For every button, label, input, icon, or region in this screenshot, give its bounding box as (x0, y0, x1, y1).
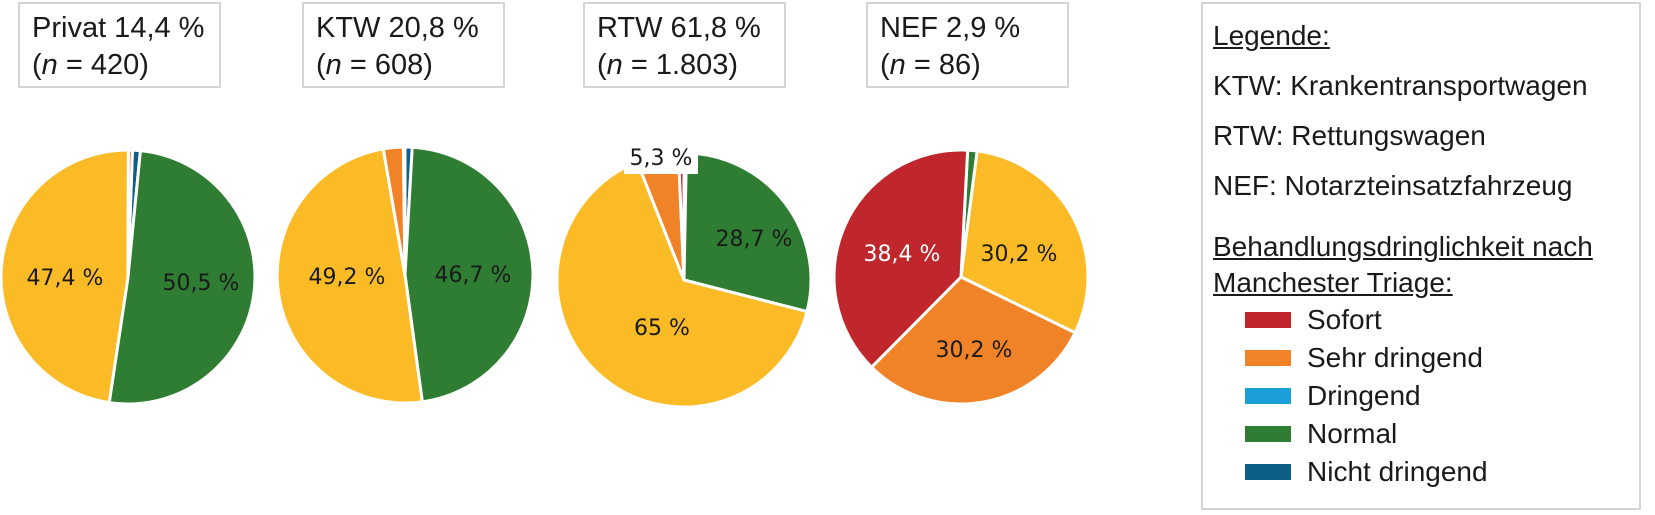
header-nef: NEF 2,9 % (n = 86) (866, 2, 1069, 88)
header-label: KTW 20,8 % (316, 12, 479, 44)
legend-title: Legende: (1213, 20, 1330, 51)
pie-chart: 28,7 % 65 % 5,3 % (555, 140, 813, 409)
header-count: (n = 608) (316, 49, 433, 81)
legend-abbrev-rtw: RTW: Rettungswagen (1213, 120, 1486, 151)
pie-slice (403, 145, 535, 404)
pie-chart: 46,7 % 49,2 % (275, 145, 535, 405)
legend-swatch (1245, 426, 1291, 442)
data-label: 46,7 % (435, 263, 512, 288)
data-label: 50,5 % (163, 271, 240, 296)
pie-slice (832, 148, 970, 370)
data-label: 30,2 % (981, 242, 1058, 267)
legend-item-nicht-dringend: Nicht dringend (1213, 453, 1639, 491)
data-label: 49,2 % (309, 265, 386, 290)
legend-swatch (1245, 350, 1291, 366)
legend: Legende: KTW: Krankentransportwagen RTW:… (1201, 2, 1641, 510)
header-ktw: KTW 20,8 % (n = 608) (302, 2, 505, 88)
header-privat: Privat 14,4 % (n = 420) (18, 2, 221, 88)
legend-triage-title: Behandlungsdringlichkeit nach Manchester… (1213, 231, 1593, 298)
pie-chart: 50,5 % 47,4 % (0, 148, 257, 406)
legend-abbrev-nef: NEF: Notarzteinsatzfahrzeug (1213, 170, 1573, 201)
header-count: (n = 1.803) (597, 49, 739, 81)
data-label: 47,4 % (27, 266, 104, 291)
header-rtw: RTW 61,8 % (n = 1.803) (583, 2, 786, 88)
data-label-background (624, 140, 698, 174)
data-label: 30,2 % (936, 338, 1013, 363)
pie-slice (126, 148, 134, 278)
legend-item-sofort: Sofort (1213, 301, 1639, 339)
header-count: (n = 86) (880, 49, 981, 81)
legend-swatch (1245, 312, 1291, 328)
header-label: RTW 61,8 % (597, 12, 761, 44)
header-label: NEF 2,9 % (880, 12, 1021, 44)
data-label: 38,4 % (864, 242, 941, 267)
pie-charts: 50,5 % 47,4 % 46,7 % 49,2 % 28,7 % 65 % 5,3 % 3… (0, 140, 1090, 409)
legend-swatch (1245, 464, 1291, 480)
legend-item-dringend: Dringend (1213, 377, 1639, 415)
data-label: 65 % (634, 316, 690, 341)
pie-slice (0, 148, 130, 405)
pie-slice (555, 159, 809, 409)
legend-abbrev-ktw: KTW: Krankentransportwagen (1213, 70, 1588, 101)
pie-slice (275, 147, 425, 405)
pie-chart: 30,2 % 30,2 % 38,4 % (832, 148, 1090, 406)
pie-slice (401, 145, 407, 276)
header-count: (n = 420) (32, 49, 149, 81)
pie-slice (959, 149, 1090, 335)
data-label: 5,3 % (630, 146, 693, 171)
header-label: Privat 14,4 % (32, 12, 205, 44)
legend-item-sehr-dringend: Sehr dringend (1213, 339, 1639, 377)
pie-slice (107, 148, 257, 406)
data-label: 28,7 % (716, 227, 793, 252)
pie-slice (682, 151, 813, 314)
legend-swatch (1245, 388, 1291, 404)
legend-item-normal: Normal (1213, 415, 1639, 453)
pie-slice (869, 275, 1078, 406)
